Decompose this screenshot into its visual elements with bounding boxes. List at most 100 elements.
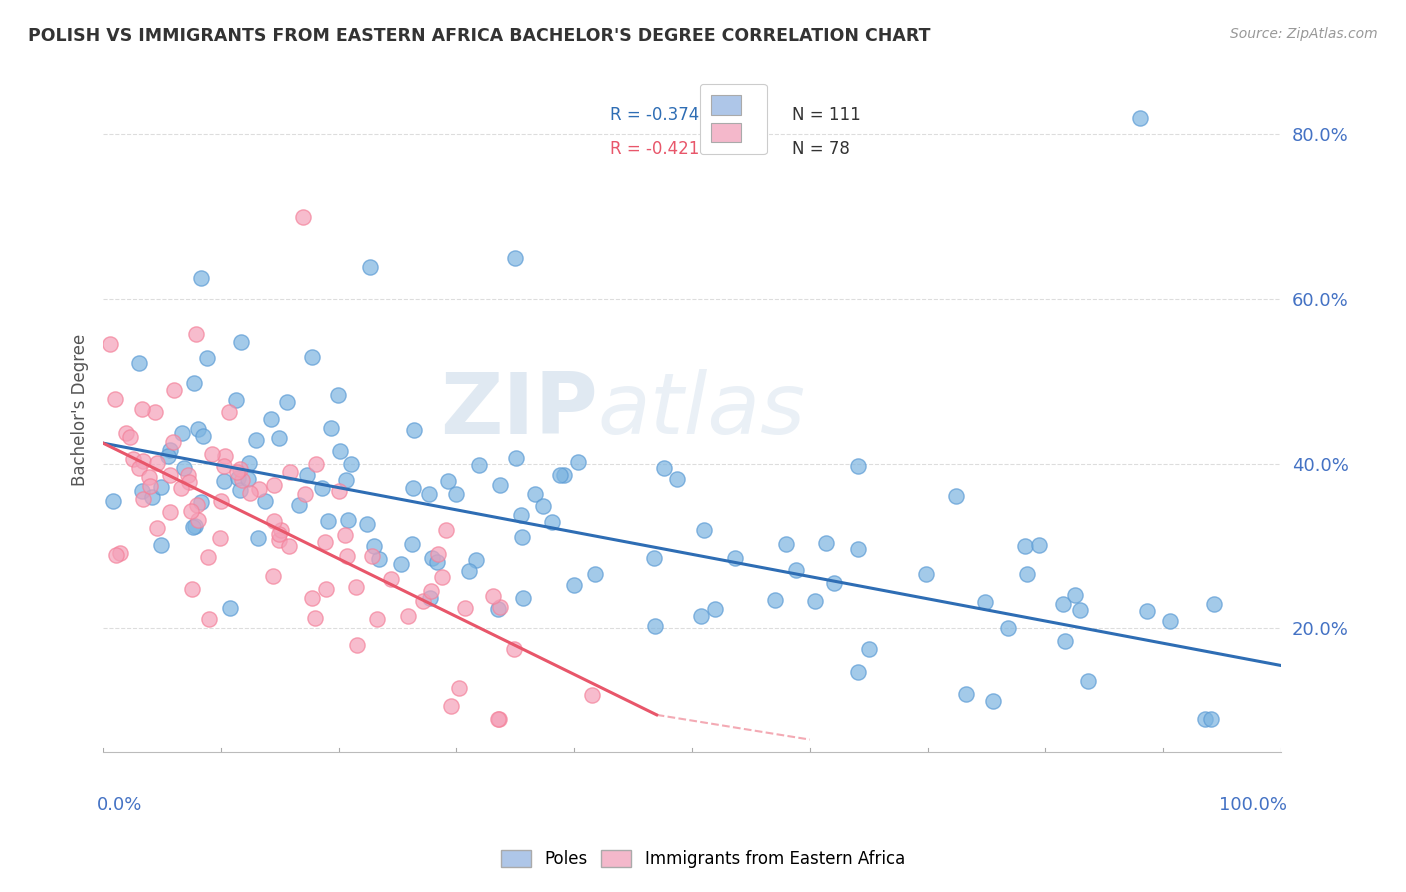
Point — [336, 513, 359, 527]
Point — [389, 557, 412, 571]
Point — [157, 449, 180, 463]
Point — [583, 566, 606, 581]
Point — [346, 638, 368, 652]
Point — [173, 461, 195, 475]
Point — [208, 532, 231, 546]
Point — [380, 572, 402, 586]
Point — [510, 530, 533, 544]
Point — [689, 608, 711, 623]
Point — [541, 516, 564, 530]
Point — [103, 392, 125, 406]
Point — [548, 468, 571, 483]
Point — [465, 553, 488, 567]
Point — [512, 591, 534, 605]
Point — [294, 487, 316, 501]
Point — [1064, 588, 1087, 602]
Point — [177, 468, 200, 483]
Point — [1077, 674, 1099, 689]
Point — [311, 481, 333, 495]
Point — [150, 480, 173, 494]
Point — [190, 495, 212, 509]
Point — [267, 533, 290, 547]
Point — [505, 251, 527, 265]
Point — [269, 527, 291, 541]
Text: R = -0.374: R = -0.374 — [610, 106, 699, 124]
Point — [253, 494, 276, 508]
Text: N = 78: N = 78 — [792, 140, 851, 158]
Point — [955, 687, 977, 701]
Point — [247, 483, 270, 497]
Point — [145, 521, 167, 535]
Point — [229, 483, 252, 497]
Point — [426, 547, 449, 561]
Point — [218, 601, 240, 615]
Point — [1199, 712, 1222, 726]
Point — [138, 470, 160, 484]
Point — [454, 601, 477, 615]
Point — [531, 499, 554, 513]
Point — [128, 356, 150, 370]
Point — [340, 457, 363, 471]
Point — [402, 481, 425, 495]
Point — [359, 260, 381, 275]
Point — [315, 582, 337, 597]
Point — [336, 549, 359, 563]
Point — [486, 712, 509, 726]
Point — [704, 602, 727, 616]
Point — [457, 565, 479, 579]
Point — [344, 580, 367, 594]
Point — [785, 563, 807, 577]
Point — [368, 552, 391, 566]
Point — [328, 483, 350, 498]
Point — [247, 531, 270, 545]
Point — [245, 433, 267, 447]
Point — [187, 513, 209, 527]
Point — [292, 210, 315, 224]
Point — [145, 456, 167, 470]
Point — [301, 591, 323, 606]
Point — [278, 465, 301, 479]
Point — [214, 458, 236, 473]
Point — [163, 384, 186, 398]
Point — [489, 478, 512, 492]
Point — [328, 388, 350, 402]
Point — [1128, 111, 1150, 125]
Point — [263, 478, 285, 492]
Point — [412, 593, 434, 607]
Point — [228, 462, 250, 476]
Point — [420, 550, 443, 565]
Point — [430, 570, 453, 584]
Point — [98, 337, 121, 351]
Point — [523, 487, 546, 501]
Point — [225, 392, 247, 407]
Text: 0.0%: 0.0% — [97, 797, 142, 814]
Point — [159, 468, 181, 483]
Point — [581, 688, 603, 702]
Point — [1194, 712, 1216, 726]
Point — [643, 551, 665, 566]
Point — [191, 429, 214, 443]
Point — [198, 612, 221, 626]
Point — [814, 536, 837, 550]
Point — [214, 449, 236, 463]
Text: 100.0%: 100.0% — [1219, 797, 1286, 814]
Point — [316, 514, 339, 528]
Text: R = -0.421: R = -0.421 — [610, 140, 699, 158]
Point — [262, 568, 284, 582]
Point — [1052, 598, 1074, 612]
Point — [1069, 603, 1091, 617]
Point — [486, 601, 509, 615]
Point — [1014, 539, 1036, 553]
Point — [945, 489, 967, 503]
Point — [181, 520, 204, 534]
Point — [239, 486, 262, 500]
Point — [162, 435, 184, 450]
Point — [197, 351, 219, 365]
Point — [858, 642, 880, 657]
Point — [482, 589, 505, 603]
Point — [915, 566, 938, 581]
Point — [846, 459, 869, 474]
Point — [288, 498, 311, 512]
Point — [981, 693, 1004, 707]
Point — [118, 430, 141, 444]
